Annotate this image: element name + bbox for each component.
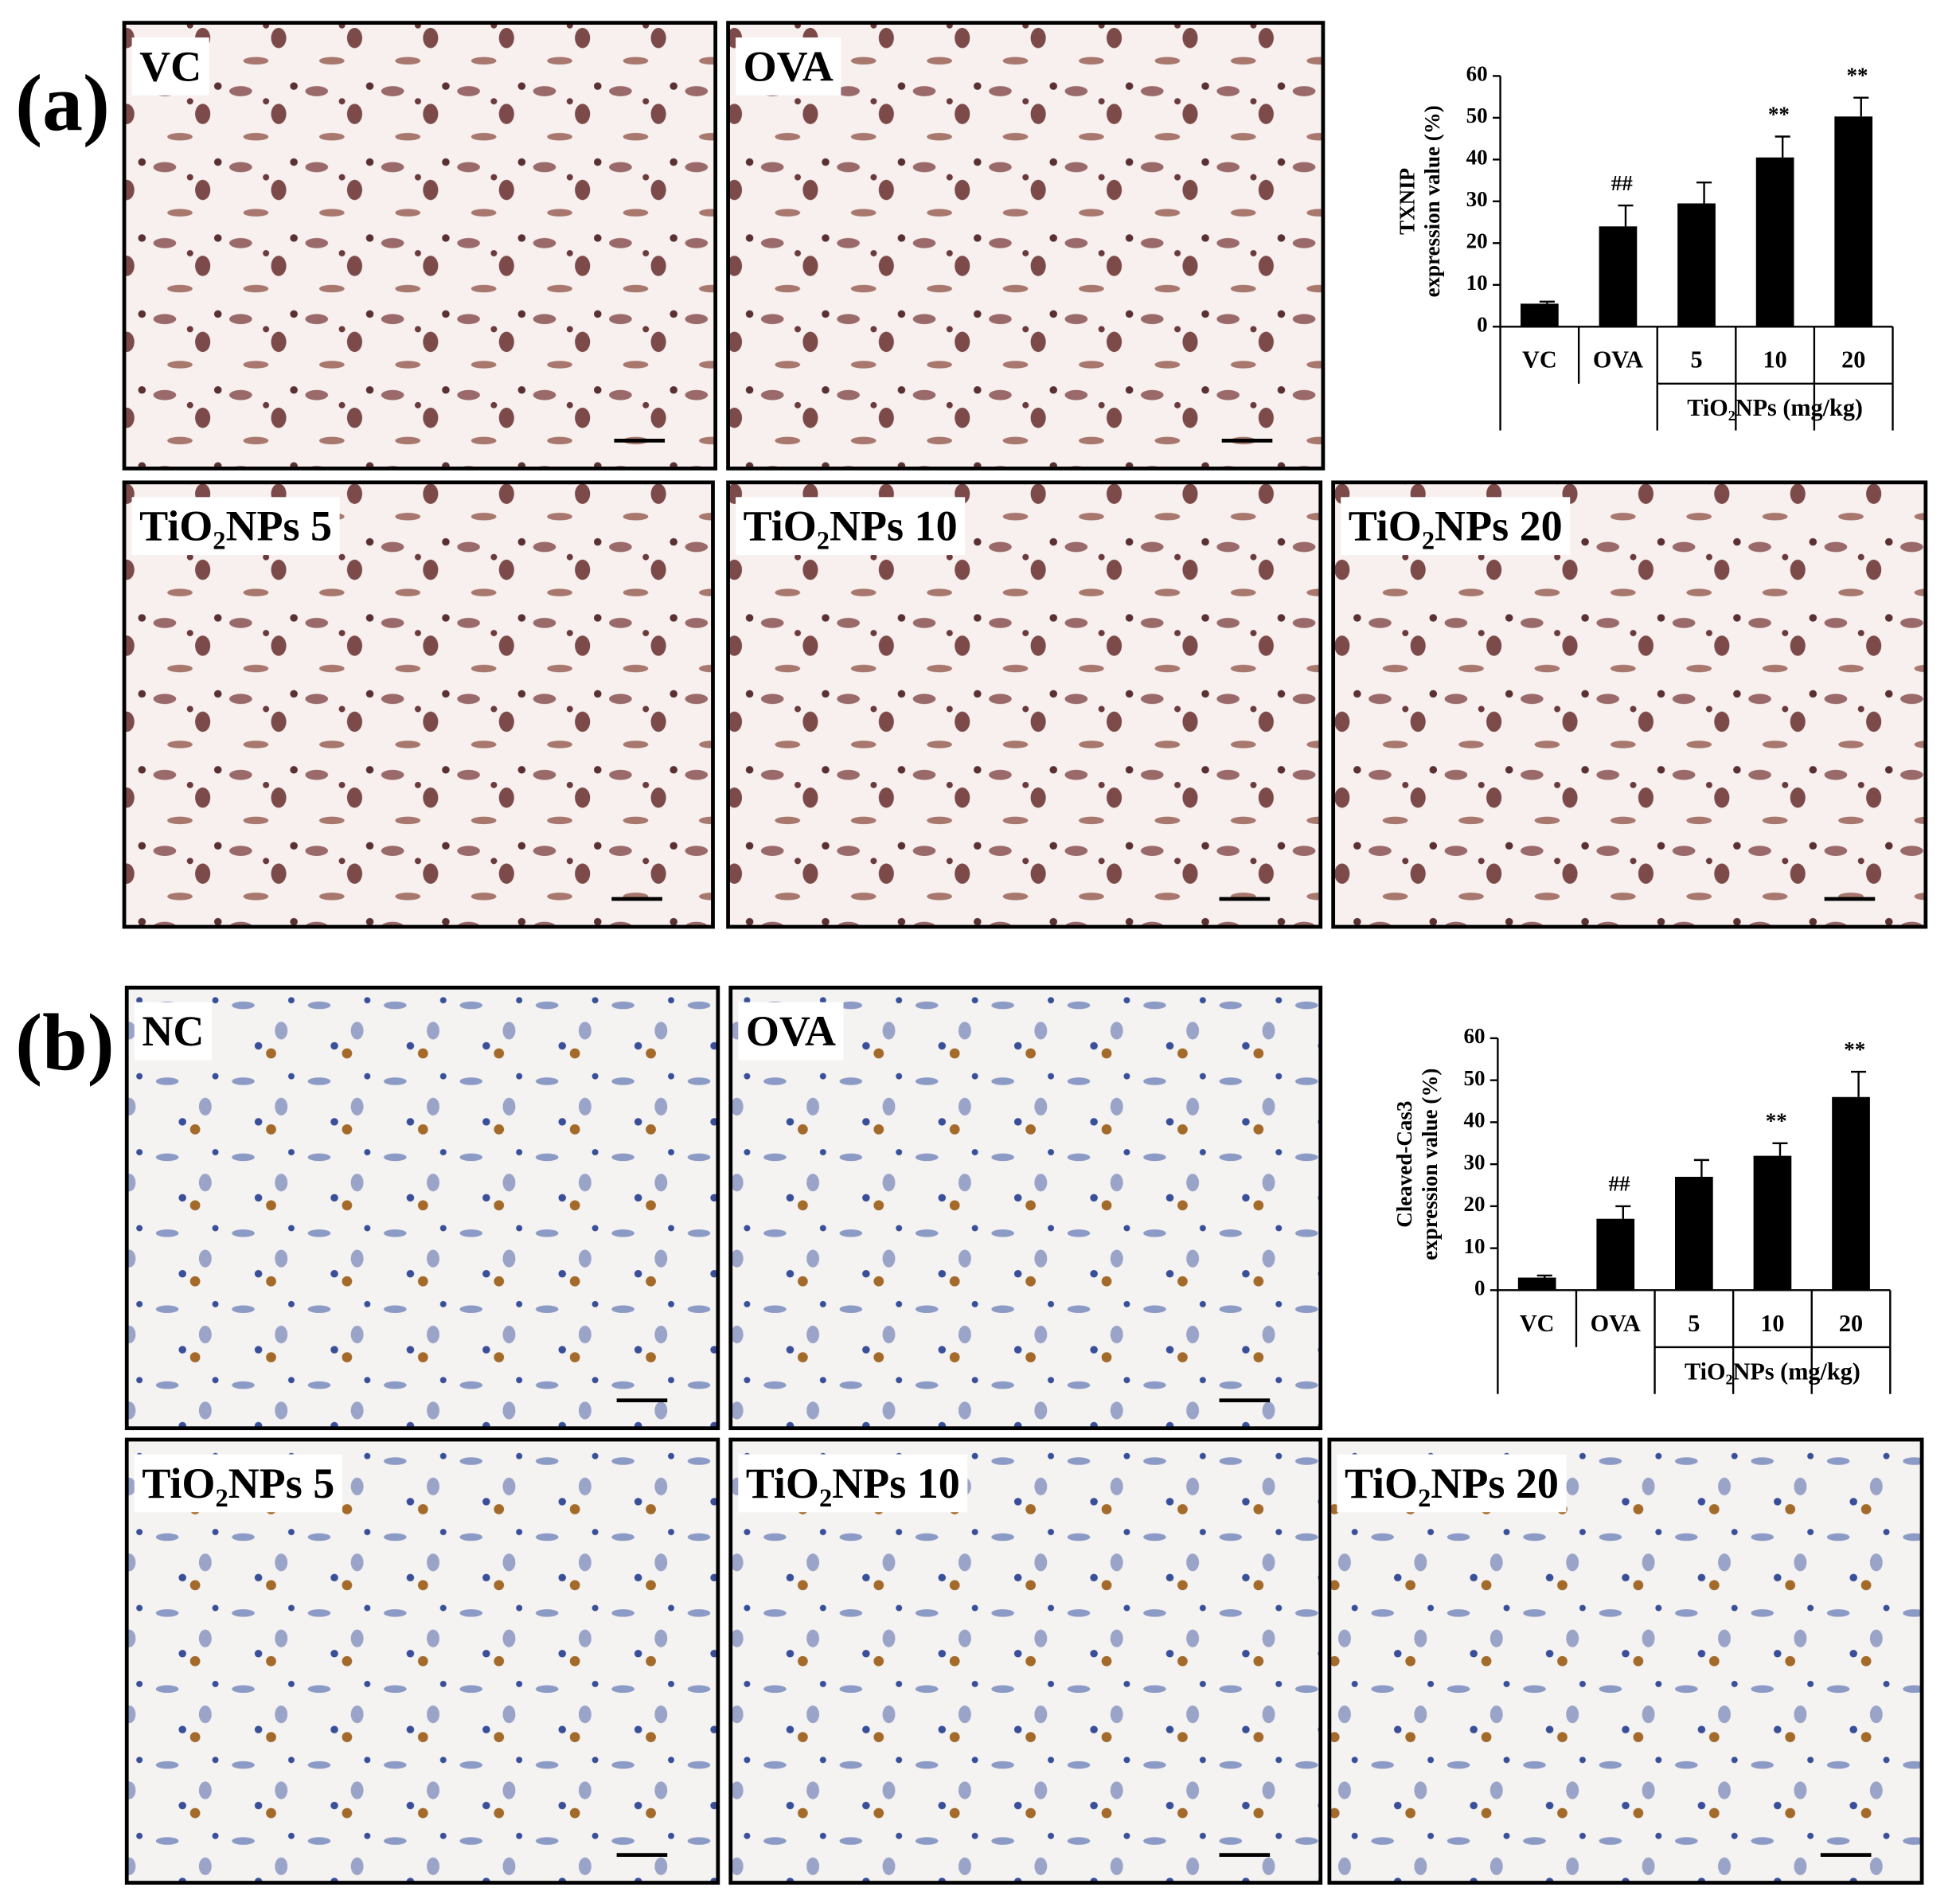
group-label: TiO₂NPs (mg/kg) xyxy=(1687,394,1863,421)
bar xyxy=(1677,203,1716,327)
error-bar xyxy=(1536,1274,1552,1278)
micrograph xyxy=(1327,1437,1924,1885)
y-tick-label: 50 xyxy=(1466,104,1488,127)
x-tick-label: 5 xyxy=(1690,346,1702,373)
y-tick-label: 30 xyxy=(1466,187,1488,211)
bar xyxy=(1596,1218,1635,1291)
error-bar xyxy=(1772,1142,1788,1156)
error-bar xyxy=(1851,1070,1867,1097)
label-background xyxy=(134,1002,212,1061)
y-tick-label: 60 xyxy=(1466,62,1488,86)
y-tick-label: 10 xyxy=(1466,271,1488,295)
group-label: TiO₂NPs (mg/kg) xyxy=(1685,1358,1860,1385)
error-bar xyxy=(1696,182,1712,204)
label-background xyxy=(1337,1454,1567,1513)
image-label: OVA xyxy=(744,42,834,90)
micrograph xyxy=(124,1437,720,1885)
y-axis-label: expression value (%) xyxy=(1418,1069,1442,1260)
micrograph xyxy=(726,21,1326,471)
bar xyxy=(1674,1176,1713,1291)
x-tick-label: VC xyxy=(1520,1310,1555,1337)
image-label: OVA xyxy=(746,1007,836,1055)
bar xyxy=(1832,1096,1870,1291)
error-bar xyxy=(1615,1205,1631,1219)
y-tick-label: 0 xyxy=(1474,1276,1486,1300)
label-background xyxy=(134,1454,342,1513)
image-label: VC xyxy=(139,42,201,90)
label-background xyxy=(736,37,841,96)
label-background xyxy=(131,37,209,96)
image-label: TiO₂NPs 5 xyxy=(139,502,332,550)
significance: ## xyxy=(1609,1172,1631,1196)
label-background xyxy=(738,1002,844,1061)
bar xyxy=(1753,1155,1792,1291)
bar xyxy=(1520,303,1559,327)
y-tick-label: 30 xyxy=(1463,1150,1485,1174)
y-tick-label: 40 xyxy=(1466,146,1488,170)
y-axis-label: Cleaved-Cas3 xyxy=(1392,1101,1416,1228)
image-label: TiO₂NPs 5 xyxy=(142,1459,334,1507)
y-tick-label: 60 xyxy=(1463,1024,1485,1048)
image-label: TiO₂NPs 10 xyxy=(744,502,958,550)
label-background xyxy=(131,497,340,556)
x-tick-label: VC xyxy=(1522,346,1557,373)
y-tick-label: 50 xyxy=(1463,1066,1485,1090)
bar xyxy=(1834,116,1873,327)
x-tick-label: 10 xyxy=(1760,1310,1784,1337)
error-bar xyxy=(1693,1159,1709,1177)
y-tick-label: 20 xyxy=(1463,1192,1485,1216)
x-tick-label: 20 xyxy=(1841,346,1865,373)
micrograph xyxy=(124,985,720,1431)
image-label: TiO₂NPs 20 xyxy=(1345,1459,1559,1507)
error-bar xyxy=(1618,204,1634,227)
micrograph xyxy=(122,21,718,471)
label-background xyxy=(736,497,966,556)
y-tick-label: 40 xyxy=(1463,1108,1485,1132)
image-label: TiO₂NPs 10 xyxy=(746,1459,960,1507)
micrograph xyxy=(1331,480,1928,929)
micrograph xyxy=(122,480,715,929)
micrograph xyxy=(728,985,1323,1431)
significance: ** xyxy=(1846,63,1868,87)
error-bar xyxy=(1539,300,1555,304)
x-tick-label: OVA xyxy=(1593,346,1643,373)
y-axis-label: expression value (%) xyxy=(1420,105,1444,297)
micrograph xyxy=(728,1437,1323,1885)
x-tick-label: 5 xyxy=(1688,1310,1700,1337)
panel-label: (a) xyxy=(15,58,110,148)
significance: ** xyxy=(1844,1037,1865,1061)
y-tick-label: 20 xyxy=(1466,229,1488,253)
significance: ** xyxy=(1768,102,1790,126)
bar xyxy=(1599,226,1638,327)
image-label: NC xyxy=(142,1007,204,1055)
bar xyxy=(1517,1277,1556,1291)
image-label: TiO₂NPs 20 xyxy=(1349,502,1563,550)
y-tick-label: 10 xyxy=(1463,1234,1485,1258)
error-bar xyxy=(1853,96,1869,117)
x-tick-label: 10 xyxy=(1763,346,1787,373)
significance: ** xyxy=(1766,1109,1787,1133)
significance: ## xyxy=(1611,171,1634,195)
error-bar xyxy=(1775,135,1790,158)
label-background xyxy=(1341,497,1571,556)
panel-label: (b) xyxy=(15,998,114,1088)
y-tick-label: 0 xyxy=(1477,312,1488,336)
bar xyxy=(1755,157,1794,327)
micrograph xyxy=(726,480,1323,929)
y-axis-label: TXNIP xyxy=(1395,168,1419,235)
label-background xyxy=(738,1454,968,1513)
x-tick-label: 20 xyxy=(1839,1310,1863,1337)
x-tick-label: OVA xyxy=(1591,1310,1641,1337)
